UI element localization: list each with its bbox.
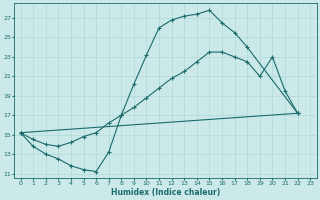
X-axis label: Humidex (Indice chaleur): Humidex (Indice chaleur) bbox=[111, 188, 220, 197]
